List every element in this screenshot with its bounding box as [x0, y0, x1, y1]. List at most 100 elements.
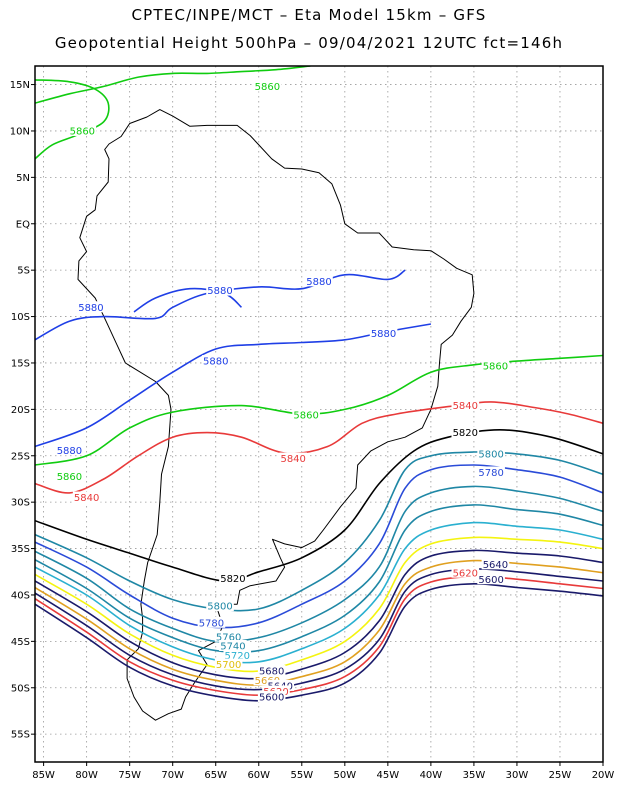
contour-label: 5880	[57, 446, 82, 457]
lon-tick-label: 80W	[75, 770, 98, 781]
contour-5640	[35, 568, 603, 691]
contour-label: 5800	[207, 602, 232, 613]
contour-5880	[133, 287, 243, 313]
geopotential-contours	[35, 66, 603, 702]
contour-label: 5700	[216, 660, 241, 671]
contour-label-bg	[197, 616, 226, 628]
contour-label-bg	[451, 426, 480, 438]
contour-label: 5600	[478, 575, 503, 586]
lat-tick-label: EQ	[16, 219, 30, 230]
contour-label-bg	[214, 658, 243, 670]
contour-5860	[35, 66, 311, 104]
contour-label-bg	[206, 600, 234, 612]
contour-label: 5840	[453, 401, 478, 412]
lat-tick-label: 15S	[11, 358, 30, 369]
contour-label: 5860	[70, 127, 95, 138]
contour-label-bg	[206, 284, 234, 296]
axis-ticks: 15N 10N 5N EQ 5S 10S 15S 20S 25S 30S 35S 40S 45S 50S 5…	[10, 80, 615, 781]
contour-label: 5760	[216, 632, 241, 643]
contour-label-bg	[201, 355, 230, 367]
lon-tick-label: 55W	[290, 770, 313, 781]
contour-label: 5860	[255, 82, 280, 93]
lon-tick-label: 65W	[204, 770, 227, 781]
lat-tick-label: 45S	[11, 637, 30, 648]
contour-label: 5840	[280, 454, 305, 465]
contour-label-bg	[219, 572, 247, 584]
lat-tick-label: 10S	[11, 312, 30, 323]
contour-label-bg	[55, 470, 84, 482]
contour-5600	[35, 582, 603, 702]
contour-label-bg	[481, 359, 510, 371]
contour-5720	[35, 521, 603, 664]
contour-label: 5880	[78, 303, 103, 314]
contour-label: 5640	[483, 560, 508, 571]
contour-label-bg	[223, 649, 252, 661]
contour-label: 5880	[207, 286, 232, 297]
contour-label: 5780	[199, 618, 224, 629]
map-title-line2: Geopotential Height 500hPa – 09/04/2021 …	[54, 34, 564, 52]
contour-label: 5880	[306, 277, 331, 288]
lon-tick-label: 70W	[161, 770, 184, 781]
lon-tick-label: 45W	[377, 770, 400, 781]
contour-5860	[35, 354, 603, 466]
contour-5840	[35, 401, 603, 494]
contour-label-bg	[72, 491, 101, 503]
contour-label-bg	[451, 566, 480, 578]
contour-label: 5880	[203, 357, 228, 368]
contour-label: 5600	[259, 693, 284, 704]
south-america-coastline	[77, 109, 475, 721]
lat-tick-label: 55S	[11, 730, 30, 741]
lon-tick-label: 50W	[334, 770, 357, 781]
lat-tick-label: 40S	[11, 590, 30, 601]
contour-label-bg	[305, 275, 333, 287]
map-title-line1: CPTEC/INPE/MCT – Eta Model 15km – GFS	[131, 6, 487, 24]
contour-label: 5780	[478, 468, 503, 479]
plot-frame	[34, 65, 604, 763]
contour-label: 5860	[293, 411, 318, 422]
contour-5680	[35, 549, 603, 680]
lon-tick-label: 35W	[463, 770, 486, 781]
contour-label-bg	[257, 665, 286, 677]
contour-label: 5820	[220, 574, 245, 585]
contour-label: 5620	[453, 568, 478, 579]
lat-tick-label: 15N	[10, 80, 30, 91]
contour-label-bg	[55, 444, 84, 456]
lat-tick-label: 20S	[11, 405, 30, 416]
contour-label: 5740	[220, 642, 245, 653]
contour-5760	[35, 485, 603, 643]
lon-tick-label: 25W	[549, 770, 572, 781]
contour-label: 5880	[371, 329, 396, 340]
lon-tick-label: 75W	[118, 770, 141, 781]
contour-label-bg	[219, 640, 247, 651]
lat-tick-label: 5S	[17, 266, 30, 277]
contour-label-bg	[214, 630, 243, 642]
contour-label-bg	[253, 80, 282, 92]
contour-label: 5720	[225, 651, 250, 662]
contour-5880	[35, 323, 432, 448]
lat-tick-label: 5N	[16, 173, 30, 184]
lat-tick-label: 35S	[11, 544, 30, 555]
contour-label-bg	[477, 466, 505, 478]
contour-label-bg	[451, 399, 480, 411]
lon-tick-label: 40W	[420, 770, 443, 781]
lon-tick-label: 30W	[506, 770, 529, 781]
contour-label-bg	[292, 408, 320, 420]
contour-label: 5800	[478, 450, 503, 461]
contour-5740	[35, 504, 603, 654]
lat-tick-label: 30S	[11, 498, 30, 509]
contour-label-bg	[481, 558, 510, 570]
contour-label: 5820	[453, 428, 478, 439]
contour-label-bg	[477, 573, 505, 585]
contour-label-bg	[253, 674, 282, 686]
contour-label: 5860	[483, 361, 508, 372]
contour-label-bg	[369, 327, 398, 339]
contour-5700	[35, 536, 603, 673]
lon-tick-label: 60W	[247, 770, 270, 781]
lat-tick-label: 10N	[10, 126, 30, 137]
contour-label-bg	[262, 685, 290, 697]
coastline	[77, 109, 475, 721]
contour-label-bg	[266, 679, 295, 691]
contour-5820	[35, 429, 603, 582]
lat-tick-label: 50S	[11, 683, 30, 694]
